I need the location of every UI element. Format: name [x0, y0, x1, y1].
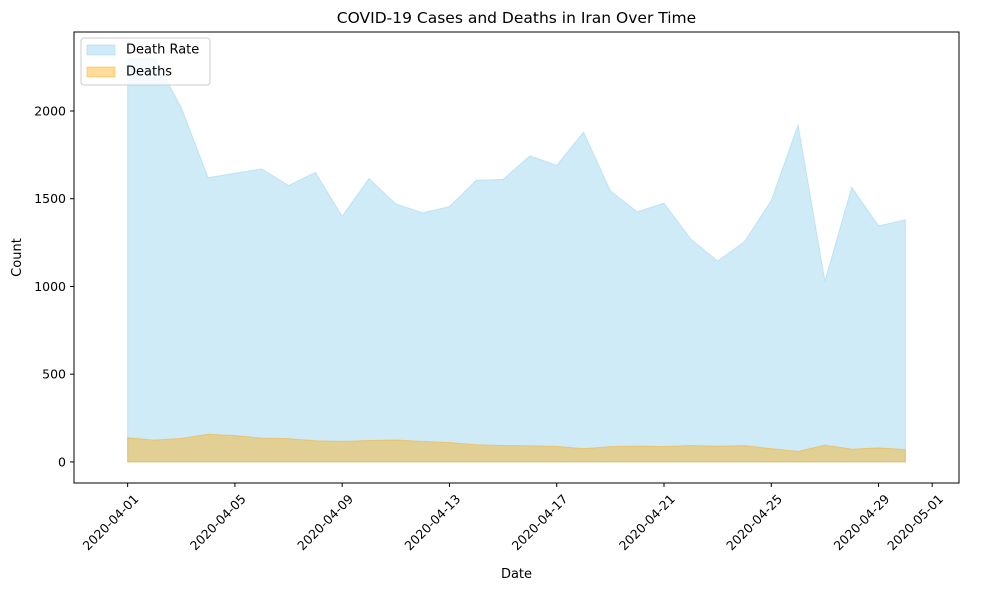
legend: Death Rate Deaths — [80, 37, 211, 86]
y-axis: 0 500 1000 1500 2000 — [34, 103, 74, 469]
chart-title: COVID-19 Cases and Deaths in Iran Over T… — [337, 9, 696, 27]
area-series-1 — [127, 57, 906, 463]
legend-box — [80, 37, 211, 86]
area-series-2 — [127, 433, 906, 463]
plot-areas — [127, 57, 906, 463]
y-tick-label: 1500 — [34, 191, 66, 206]
y-axis-title: Count — [10, 238, 25, 277]
plot-frame — [73, 31, 960, 484]
legend-label: Death Rate — [126, 43, 199, 58]
y-tick-label: 2000 — [34, 103, 66, 118]
y-tick-label: 0 — [58, 454, 66, 469]
legend-swatch — [86, 44, 116, 56]
legend-label: Deaths — [126, 65, 172, 80]
legend-swatch — [86, 66, 116, 78]
x-axis-title: Date — [501, 567, 532, 582]
y-tick-label: 500 — [42, 367, 66, 382]
y-tick-label: 1000 — [34, 279, 66, 294]
